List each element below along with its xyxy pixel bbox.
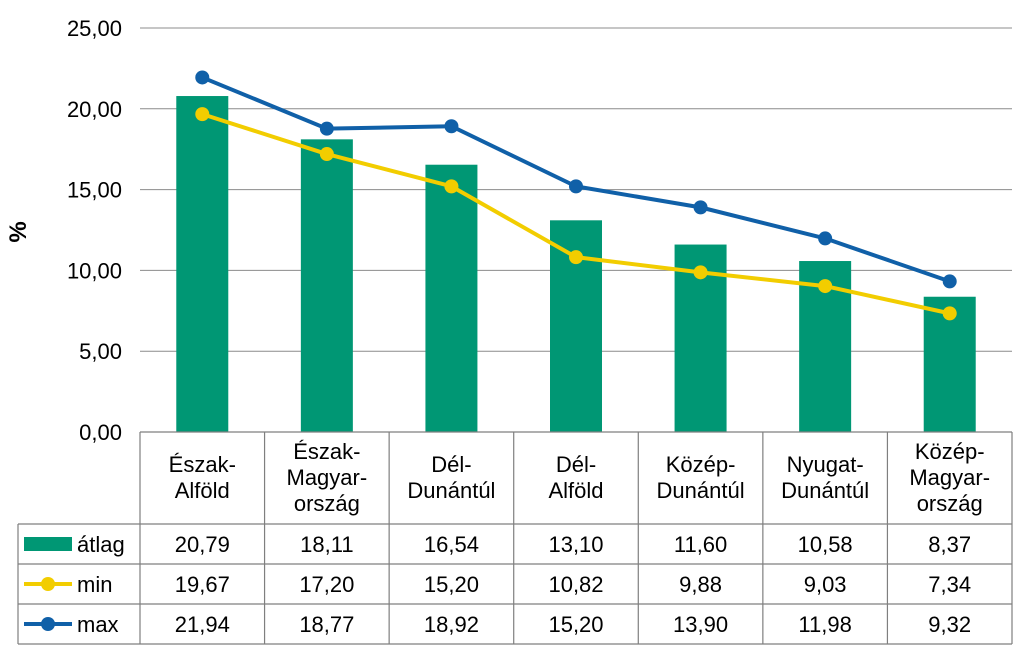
point-min	[569, 250, 583, 265]
table-value: 9,03	[804, 572, 847, 597]
category-label: Magyar-	[909, 465, 990, 490]
legend-label-max: max	[77, 612, 119, 637]
table-value: 8,37	[928, 532, 971, 557]
table-value: 9,88	[679, 572, 722, 597]
y-tick-label: 25,00	[67, 16, 122, 41]
table-value: 11,60	[674, 532, 727, 557]
table-value: 17,20	[299, 572, 354, 597]
category-label: Alföld	[175, 478, 230, 503]
table-value: 21,94	[175, 612, 230, 637]
legend-label-átlag: átlag	[77, 532, 125, 557]
point-max	[693, 200, 708, 215]
table-value: 11,98	[798, 612, 851, 637]
category-label: ország	[294, 491, 360, 516]
category-label: Dél-	[431, 452, 471, 477]
data-table: Észak-AlföldÉszak-Magyar-országDél-Dunán…	[17, 431, 1013, 645]
table-value: 7,34	[928, 572, 971, 597]
table-value: 20,79	[175, 532, 230, 557]
table-value: 18,11	[300, 532, 353, 557]
point-max	[569, 179, 583, 194]
point-max	[942, 274, 957, 289]
category-label: ország	[917, 491, 983, 516]
y-tick-label: 0,00	[79, 420, 122, 445]
bar	[300, 139, 353, 432]
table-value: 10,82	[548, 572, 603, 597]
bars	[176, 96, 976, 432]
y-axis-ticks: 0,00 5,00 10,00 15,00 20,00 25,00	[67, 16, 122, 445]
y-axis-label: %	[5, 221, 32, 242]
legend-key-átlag	[24, 537, 72, 551]
category-label: Észak-	[293, 439, 360, 464]
table-value: 19,67	[175, 572, 230, 597]
table-value: 18,77	[299, 612, 354, 637]
point-max	[319, 121, 334, 136]
table-value: 15,20	[424, 572, 479, 597]
category-label: Magyar-	[287, 465, 368, 490]
category-label: Dél-	[556, 452, 596, 477]
point-max	[818, 231, 833, 246]
y-tick-label: 5,00	[79, 339, 122, 364]
category-label: Alföld	[548, 478, 603, 503]
table-value: 10,58	[798, 532, 853, 557]
legend-marker-max	[41, 617, 55, 631]
point-min	[818, 279, 833, 294]
legend-marker-min	[41, 577, 55, 591]
point-min	[195, 107, 210, 122]
category-label: Dunántúl	[657, 478, 745, 503]
point-min	[942, 306, 957, 321]
bar	[176, 96, 229, 432]
category-label: Nyugat-	[787, 452, 864, 477]
category-label: Észak-	[169, 452, 236, 477]
point-min	[693, 265, 708, 280]
table-value: 16,54	[424, 532, 479, 557]
legend-label-min: min	[77, 572, 112, 597]
table-value: 13,90	[673, 612, 728, 637]
point-max	[444, 119, 459, 134]
category-label: Közép-	[666, 452, 736, 477]
category-label: Dunántúl	[407, 478, 495, 503]
point-min	[319, 147, 334, 162]
category-label: Dunántúl	[781, 478, 869, 503]
y-tick-label: 10,00	[67, 258, 122, 283]
table-value: 9,32	[928, 612, 971, 637]
y-tick-label: 20,00	[67, 97, 122, 122]
table-value: 15,20	[548, 612, 603, 637]
table-value: 13,10	[548, 532, 603, 557]
category-label: Közép-	[915, 439, 985, 464]
series-lines	[195, 70, 957, 321]
y-tick-label: 15,00	[67, 178, 122, 203]
point-max	[195, 70, 210, 85]
point-min	[444, 179, 459, 194]
table-value: 18,92	[424, 612, 479, 637]
bar	[425, 164, 478, 432]
